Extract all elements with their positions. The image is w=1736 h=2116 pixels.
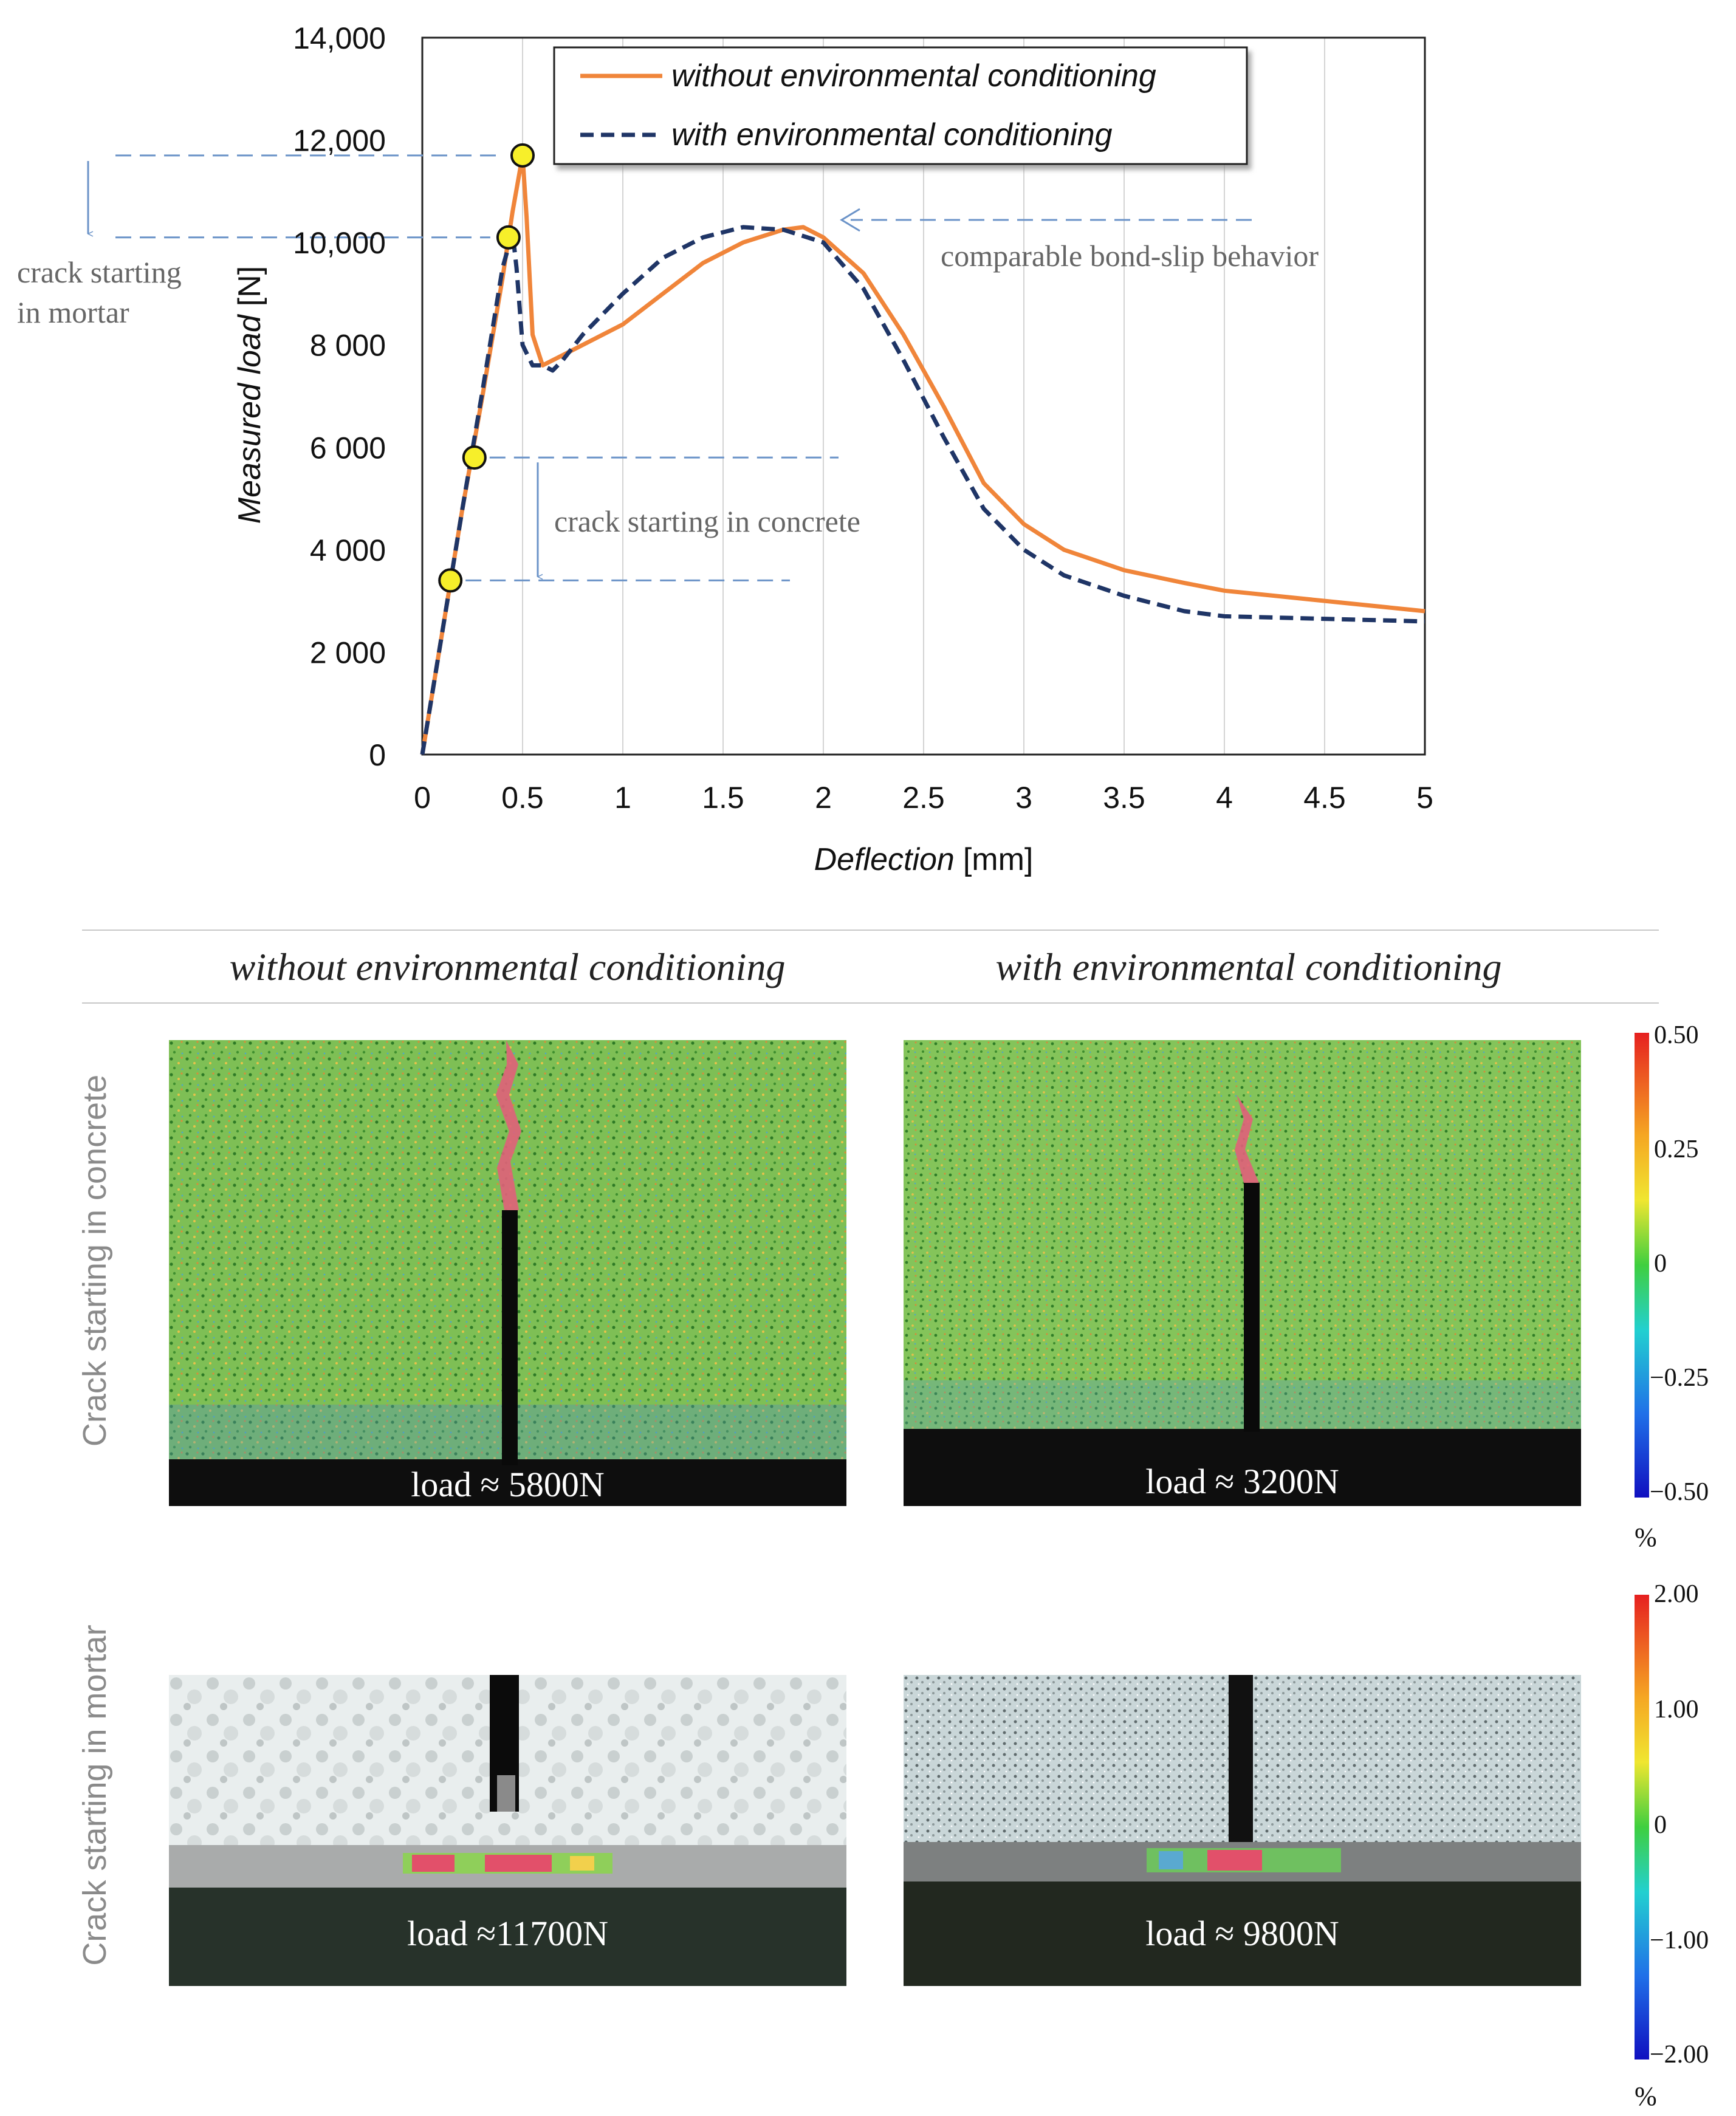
load-deflection-chart: 0 0.5 1 1.5 2 2.5 3 3.5 4 4.5 5 0 2 000 4 000 6 000 8 … [17,21,1433,877]
column-heading-without: without environmental conditioning [229,945,786,988]
x-tick-label: 5 [1416,781,1433,815]
y-tick-label: 14,000 [293,21,386,55]
y-axis-label: Measured load[N] [232,266,267,524]
x-tick-labels: 0 0.5 1 1.5 2 2.5 3 3.5 4 4.5 5 [414,781,1433,815]
dic-image-concrete-without: load ≈ 5800N [169,1040,846,1506]
divider-top [82,930,1659,931]
divider-bottom [82,1002,1659,1004]
x-tick-label: 0.5 [501,781,544,815]
colorbar-tick-mortar-0: 2.00 [1654,1580,1699,1608]
colorbar-tick-mortar-3: −1.00 [1650,1926,1709,1954]
x-tick-label: 2.5 [902,781,945,815]
colorbar-unit-mortar: % [1635,2081,1657,2111]
column-heading-with: with environmental conditioning [995,945,1502,988]
annotation-concrete: crack starting in concrete [554,504,860,538]
series-line-without [420,153,1426,755]
y-tick-label: 2 000 [310,635,386,669]
crack-marker [438,568,463,593]
annotation-mortar: crack starting in mortar [17,255,189,329]
legend-box [553,46,1248,165]
row-heading-mortar: Crack starting in mortar [77,1625,113,1966]
y-tick-label: 0 [369,738,386,772]
x-tick-label: 1 [614,781,631,815]
panel-label-concrete-with: load ≈ 3200N [1145,1462,1339,1501]
colorbar-tick-concrete-2: 0 [1654,1250,1667,1278]
colorbar-unit-concrete: % [1635,1522,1657,1552]
panel-label-mortar-without: load ≈11700N [407,1914,608,1953]
row-heading-concrete: Crack starting in concrete [77,1074,113,1447]
y-tick-label: 10,000 [293,226,386,260]
colorbar-tick-concrete-3: −0.25 [1650,1364,1709,1392]
marker-layer [438,143,535,593]
panel-label-concrete-without: load ≈ 5800N [411,1465,605,1504]
dic-image-mortar-with: load ≈ 9800N [904,1675,1581,1986]
x-axis-label: Deflection [mm] [814,842,1034,877]
legend-label-with: with environmental conditioning [671,117,1113,152]
y-tick-label: 12,000 [293,124,386,158]
x-tick-label: 4.5 [1303,781,1346,815]
x-tick-label: 3 [1015,781,1032,815]
crack-marker [462,445,487,470]
x-tick-label: 2 [815,781,832,815]
colorbar-tick-concrete-4: −0.50 [1650,1478,1709,1506]
y-tick-labels: 0 2 000 4 000 6 000 8 000 10,000 12,000 14,000 [293,21,386,772]
colorbar-gradient-concrete [1635,1033,1649,1498]
annotation-bond-slip: comparable bond-slip behavior [941,239,1319,273]
colorbar-tick-mortar-1: 1.00 [1654,1696,1699,1724]
y-tick-label: 8 000 [310,329,386,363]
y-tick-label: 6 000 [310,431,386,465]
colorbar-tick-concrete-0: 0.50 [1654,1021,1699,1049]
crack-marker [510,143,535,168]
colorbar-tick-mortar-2: 0 [1654,1811,1667,1839]
legend: without environmental conditioning with … [553,46,1248,165]
annotation-guides [87,154,1252,581]
colorbar-gradient-mortar [1635,1595,1649,2060]
colorbar-tick-mortar-4: −2.00 [1650,2041,1709,2069]
dic-image-concrete-with: load ≈ 3200N [904,1040,1581,1506]
plot-frame [421,36,1426,756]
x-tick-label: 0 [414,781,431,815]
x-tick-label: 4 [1216,781,1233,815]
arrow-bond-slip-head [840,208,860,232]
y-tick-label: 4 000 [310,533,386,567]
x-tick-label: 1.5 [702,781,744,815]
dic-image-mortar-without: load ≈11700N [169,1675,846,1986]
legend-label-without: without environmental conditioning [671,58,1156,94]
colorbar-tick-concrete-1: 0.25 [1654,1135,1699,1163]
panel-label-mortar-with: load ≈ 9800N [1145,1914,1339,1953]
x-tick-label: 3.5 [1103,781,1145,815]
crack-marker [496,225,521,250]
